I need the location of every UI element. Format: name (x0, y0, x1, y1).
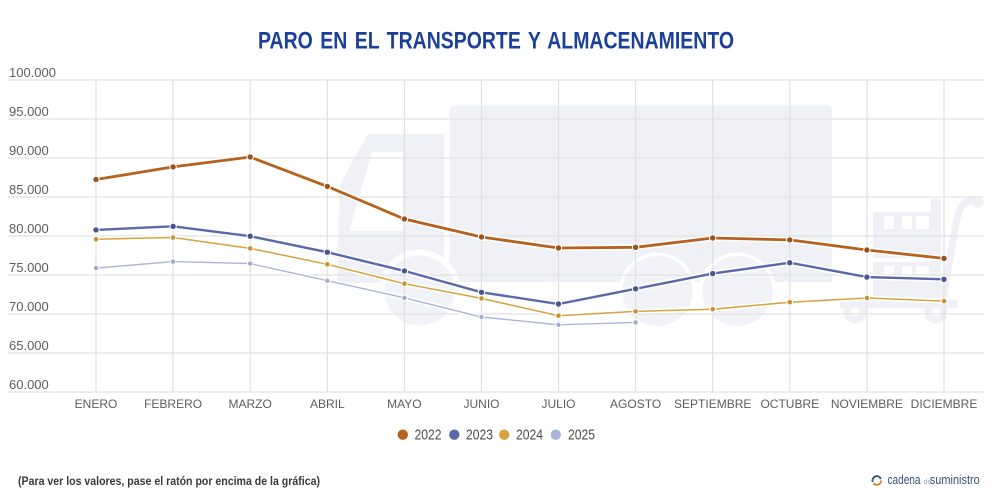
svg-text:SEPTIEMBRE: SEPTIEMBRE (674, 397, 751, 411)
svg-text:PARO EN EL TRANSPORTE Y ALMACE: PARO EN EL TRANSPORTE Y ALMACENAMIENTO (258, 28, 734, 55)
svg-text:2023: 2023 (466, 427, 493, 444)
svg-text:75.000: 75.000 (9, 260, 49, 275)
svg-text:90.000: 90.000 (9, 143, 49, 158)
svg-text:suministro: suministro (930, 472, 980, 487)
svg-text:cadena: cadena (888, 472, 922, 487)
svg-text:de: de (924, 479, 932, 486)
svg-text:65.000: 65.000 (9, 338, 49, 353)
svg-text:60.000: 60.000 (9, 377, 49, 392)
svg-text:2022: 2022 (415, 427, 442, 444)
svg-text:85.000: 85.000 (9, 182, 49, 197)
svg-text:MAYO: MAYO (387, 397, 421, 411)
svg-text:2024: 2024 (516, 427, 543, 444)
svg-text:ENERO: ENERO (75, 397, 118, 411)
svg-text:2025: 2025 (568, 427, 595, 444)
svg-text:JULIO: JULIO (541, 397, 575, 411)
svg-text:95.000: 95.000 (9, 104, 49, 119)
svg-text:80.000: 80.000 (9, 221, 49, 236)
svg-text:100.000: 100.000 (9, 65, 56, 80)
svg-text:70.000: 70.000 (9, 299, 49, 314)
svg-text:FEBRERO: FEBRERO (144, 397, 202, 411)
svg-text:ABRIL: ABRIL (310, 397, 345, 411)
svg-text:OCTUBRE: OCTUBRE (760, 397, 819, 411)
svg-text:DICIEMBRE: DICIEMBRE (911, 397, 978, 411)
svg-text:(Para ver los valores, pase el: (Para ver los valores, pase el ratón por… (18, 474, 320, 488)
svg-text:NOVIEMBRE: NOVIEMBRE (831, 397, 903, 411)
svg-text:AGOSTO: AGOSTO (610, 397, 661, 411)
svg-text:JUNIO: JUNIO (464, 397, 500, 411)
svg-text:MARZO: MARZO (229, 397, 272, 411)
